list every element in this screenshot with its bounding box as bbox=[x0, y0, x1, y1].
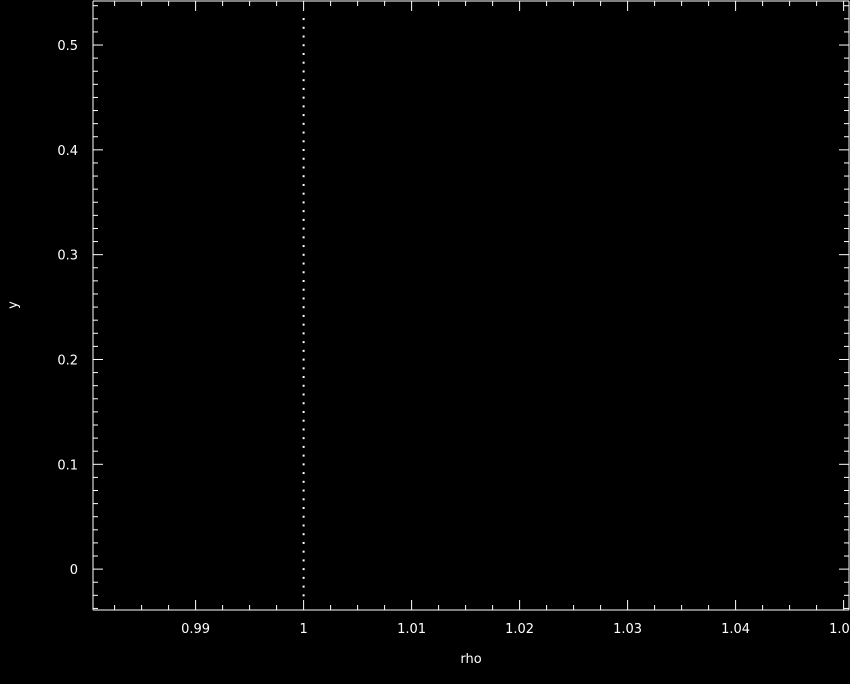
data-point bbox=[302, 480, 305, 483]
data-point bbox=[302, 79, 305, 82]
axes bbox=[92, 0, 850, 611]
data-point bbox=[302, 18, 305, 21]
data-point bbox=[302, 253, 305, 256]
x-axis-label: rho bbox=[460, 652, 481, 667]
data-point bbox=[302, 349, 305, 352]
data-point bbox=[302, 559, 305, 562]
data-point bbox=[302, 288, 305, 291]
tick-labels: 0.99 1 1.01 1.02 1.03 1.04 1.05 0 0.1 0.2 0.3 0.4 0.… bbox=[57, 39, 850, 637]
data-point bbox=[302, 393, 305, 396]
data-point bbox=[302, 323, 305, 326]
y-tick-label: 0.5 bbox=[57, 39, 78, 54]
data-point bbox=[302, 541, 305, 544]
data-point bbox=[302, 358, 305, 361]
y-tick-label: 0.1 bbox=[57, 458, 78, 473]
data-point bbox=[302, 131, 305, 134]
data-point bbox=[302, 367, 305, 370]
x-tick-label: 1.05 bbox=[829, 622, 850, 637]
data-point bbox=[302, 515, 305, 518]
data-point bbox=[302, 245, 305, 248]
data-point bbox=[302, 218, 305, 221]
data-point bbox=[302, 585, 305, 588]
data-point bbox=[302, 157, 305, 160]
data-point bbox=[302, 594, 305, 597]
y-tick-label: 0.3 bbox=[57, 249, 78, 264]
x-tick-label: 0.99 bbox=[181, 622, 210, 637]
data-point bbox=[302, 463, 305, 466]
data-point bbox=[302, 341, 305, 344]
x-tick-label: 1 bbox=[299, 622, 307, 637]
data-point bbox=[302, 262, 305, 265]
data-point bbox=[302, 507, 305, 510]
data-point bbox=[302, 428, 305, 431]
data-point bbox=[302, 568, 305, 571]
x-tick-label: 1.01 bbox=[397, 622, 426, 637]
data-point bbox=[302, 489, 305, 492]
data-point bbox=[302, 271, 305, 274]
data-point bbox=[302, 26, 305, 29]
data-point bbox=[302, 166, 305, 169]
data-point bbox=[302, 332, 305, 335]
data-point bbox=[302, 114, 305, 117]
data-point bbox=[302, 183, 305, 186]
data-points bbox=[302, 18, 305, 597]
ticks bbox=[93, 1, 849, 610]
data-point bbox=[302, 472, 305, 475]
data-point bbox=[302, 550, 305, 553]
y-axis-label: y bbox=[6, 301, 21, 309]
data-point bbox=[302, 96, 305, 99]
data-point bbox=[302, 149, 305, 152]
data-point bbox=[302, 419, 305, 422]
data-point bbox=[302, 44, 305, 47]
data-point bbox=[302, 402, 305, 405]
data-point bbox=[302, 192, 305, 195]
data-point bbox=[302, 70, 305, 73]
data-point bbox=[302, 122, 305, 125]
x-tick-label: 1.03 bbox=[613, 622, 642, 637]
data-point bbox=[302, 376, 305, 379]
data-point bbox=[302, 236, 305, 239]
data-point bbox=[302, 454, 305, 457]
data-point bbox=[302, 52, 305, 55]
data-point bbox=[302, 297, 305, 300]
data-point bbox=[302, 437, 305, 440]
data-point bbox=[302, 498, 305, 501]
data-point bbox=[302, 445, 305, 448]
data-point bbox=[302, 524, 305, 527]
data-point bbox=[302, 210, 305, 213]
data-point bbox=[302, 410, 305, 413]
data-point bbox=[302, 314, 305, 317]
data-point bbox=[302, 201, 305, 204]
data-point bbox=[302, 227, 305, 230]
data-point bbox=[302, 35, 305, 38]
data-point bbox=[302, 533, 305, 536]
data-point bbox=[302, 306, 305, 309]
data-point bbox=[302, 384, 305, 387]
y-tick-label: 0.4 bbox=[57, 144, 78, 159]
x-tick-label: 1.04 bbox=[721, 622, 750, 637]
data-point bbox=[302, 87, 305, 90]
data-point bbox=[302, 140, 305, 143]
data-point bbox=[302, 279, 305, 282]
x-tick-label: 1.02 bbox=[505, 622, 534, 637]
data-point bbox=[302, 175, 305, 178]
data-point bbox=[302, 61, 305, 64]
data-point bbox=[302, 105, 305, 108]
data-point bbox=[302, 576, 305, 579]
y-tick-label: 0 bbox=[70, 563, 78, 578]
y-tick-label: 0.2 bbox=[57, 353, 78, 368]
